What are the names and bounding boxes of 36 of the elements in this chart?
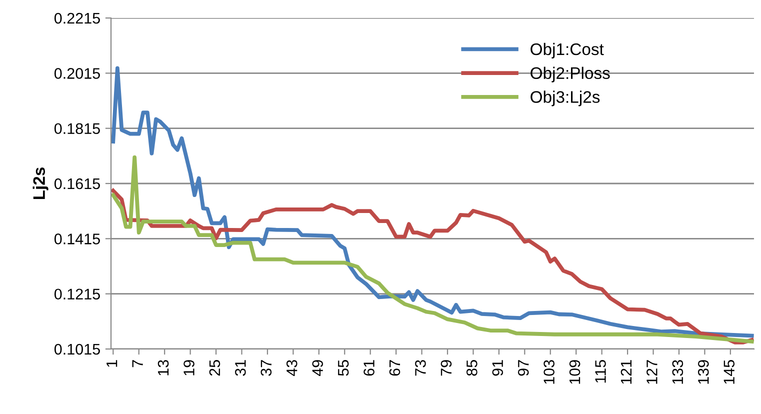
x-tick-label: 85 [466,360,478,376]
y-tick-label: 0.2215 [54,12,100,24]
x-tick-label: 43 [286,360,298,376]
y-tick-label: 0.2015 [54,68,100,79]
x-tick-label: 37 [260,360,272,376]
x-tick-label: 55 [338,360,349,376]
x-tick-label: 19 [184,360,194,376]
x-tick-label: 109 [569,360,580,384]
x-tick-label: 73 [415,360,426,376]
x-tick-label: 79 [440,360,452,376]
x-tick-label: 13 [158,360,169,376]
x-tick-label: 49 [312,360,324,376]
x-tick-label: 139 [698,360,709,384]
x-tick-label: 67 [389,360,400,376]
legend-label: Obj2:Ploss [530,66,610,82]
x-tick-label: 115 [595,360,606,383]
x-tick-label: 97 [518,360,529,376]
x-tick-label: 61 [364,360,374,376]
legend-label: Obj3:Lj2s [530,90,600,106]
legend-label: Obj1:Cost [530,42,604,58]
x-tick-label: 145 [724,360,735,384]
x-tick-label: 103 [544,360,554,384]
x-tick-label: 127 [646,360,658,384]
y-axis-title: Lj2s [32,168,48,200]
y-tick-label: 0.1015 [54,344,100,355]
y-tick-label: 0.1215 [54,288,100,300]
y-tick-label: 0.1415 [54,234,100,244]
x-tick-label: 7 [132,360,143,368]
y-tick-label: 0.1815 [54,123,100,134]
x-tick-label: 25 [209,360,220,376]
x-tick-label: 91 [492,360,504,376]
x-tick-label: 1 [106,360,118,367]
x-tick-label: 121 [620,360,632,384]
x-tick-label: 31 [235,360,246,376]
y-tick-label: 0.1615 [54,178,100,190]
x-tick-label: 133 [672,360,684,384]
